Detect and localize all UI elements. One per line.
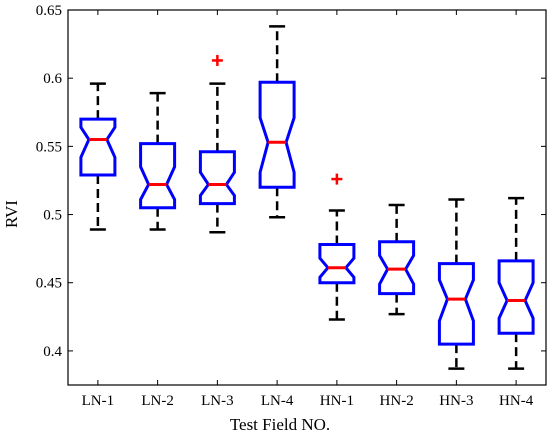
axes-layer: 0.4 0.45 0.5 0.55 0.6 0.65 LN-1 LN-2 LN-3 LN-4 HN-… (36, 3, 547, 409)
x-axis-title: Test Field NO. (230, 415, 330, 434)
x-tick-label: LN-1 (82, 393, 115, 409)
x-tick-label: HN-1 (320, 393, 354, 409)
notched-box (198, 150, 236, 206)
box-group-hn-2 (378, 203, 416, 316)
notched-box (497, 259, 535, 335)
box-group-ln-2 (139, 91, 177, 231)
notched-box (79, 117, 117, 177)
x-tick-label: LN-3 (201, 393, 234, 409)
x-tick-label: LN-4 (261, 393, 294, 409)
outlier-marker (211, 54, 223, 66)
plot-frame (67, 9, 547, 386)
y-tick-label: 0.45 (36, 276, 62, 292)
notched-box (318, 243, 356, 285)
notched-box (139, 142, 177, 210)
y-tick-label: 0.5 (43, 208, 62, 224)
box-group-ln-4 (258, 25, 296, 219)
box-group-hn-1 (318, 173, 356, 321)
y-tick-label: 0.6 (43, 71, 62, 87)
x-tick-label: HN-4 (499, 393, 534, 409)
y-tick-label: 0.55 (36, 139, 62, 155)
box-group-hn-3 (437, 198, 475, 370)
box-group-ln-3 (198, 54, 236, 234)
y-tick-label: 0.4 (43, 344, 62, 360)
notched-box (437, 262, 475, 346)
box-group-hn-4 (497, 196, 535, 370)
notched-box (378, 240, 416, 296)
box-group-ln-1 (79, 82, 117, 231)
x-tick-label: HN-2 (380, 393, 414, 409)
y-tick-label: 0.65 (36, 3, 62, 19)
outlier-marker (331, 173, 343, 185)
x-tick-label: HN-3 (439, 393, 473, 409)
notched-box (258, 80, 296, 189)
y-axis-title: RVI (2, 200, 21, 228)
x-tick-label: LN-2 (141, 393, 174, 409)
boxes-layer (79, 25, 535, 370)
